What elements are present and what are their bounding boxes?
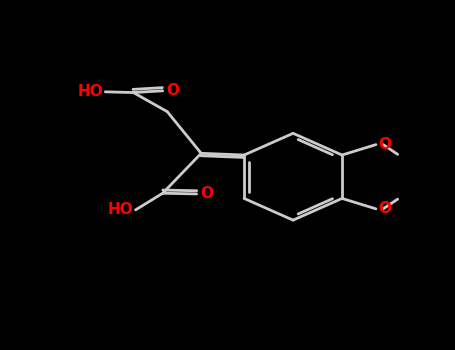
Text: O: O [200, 187, 213, 201]
Text: O: O [378, 137, 391, 152]
Text: HO: HO [78, 84, 103, 99]
Text: O: O [378, 201, 391, 216]
Text: O: O [166, 83, 179, 98]
Text: HO: HO [108, 202, 134, 217]
